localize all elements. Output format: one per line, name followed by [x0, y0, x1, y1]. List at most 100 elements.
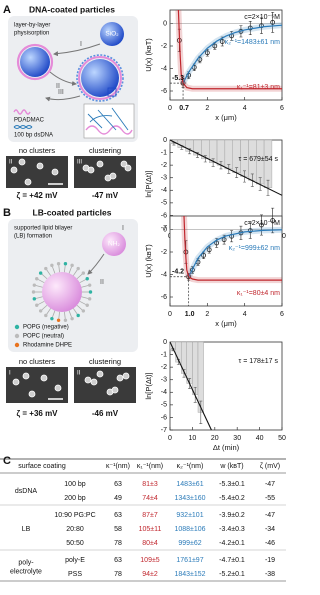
legend-icon — [14, 333, 20, 339]
particle-image — [40, 374, 48, 382]
table-header: surface coating — [18, 463, 66, 470]
kappa2-label: κ₂⁻¹=1483±61 nm — [225, 39, 280, 46]
data-point — [259, 23, 264, 29]
error-bar — [248, 222, 252, 239]
y-tick-label: -7 — [161, 225, 167, 232]
micrograph — [74, 367, 136, 403]
dna-shell — [76, 54, 124, 102]
particle-image — [87, 166, 95, 174]
y-tick-label: -6 — [161, 294, 167, 301]
x-tick-label: 6 — [280, 105, 284, 112]
particle-image — [36, 162, 44, 170]
lipid-tail — [46, 308, 51, 315]
core-particle — [100, 22, 124, 46]
lipid-tail — [35, 296, 43, 299]
x-tick-label: 0 — [168, 435, 172, 442]
table-cell: 999±62 — [178, 540, 201, 547]
table-group: poly- — [18, 559, 34, 566]
particle-image — [28, 390, 36, 398]
zoom-inset — [83, 103, 135, 139]
table-group: electrolyte — [10, 568, 42, 575]
lipid-head — [81, 309, 86, 313]
table-cell: 74±4 — [142, 495, 158, 502]
panel-letter: C — [3, 455, 11, 467]
table-header: κ₁⁻¹(nm) — [137, 463, 163, 470]
panel-b: B LB-coated particles supported lipid bi… — [3, 207, 138, 418]
tau-label: τ = 178±17 s — [239, 358, 279, 365]
lipid-head — [50, 316, 54, 321]
legend-label: Rhodamine DHPE — [23, 343, 72, 349]
lipid-tail — [79, 300, 87, 305]
table-cell: 1843±152 — [174, 571, 205, 578]
coated-particle — [81, 59, 119, 97]
table-cell: -47 — [265, 512, 275, 519]
table-cell: 94±2 — [142, 571, 158, 578]
x-axis-label: x (μm) — [215, 319, 237, 328]
table-cell: 1761±97 — [176, 557, 203, 564]
table-cell: 58 — [114, 526, 122, 533]
legend-icon — [13, 109, 31, 115]
lipid-tail — [46, 269, 51, 276]
table-group: LB — [22, 526, 31, 533]
table-header: κ⁻¹(nm) — [106, 463, 130, 470]
y-tick-label: -6 — [161, 88, 167, 95]
y-tick-label: -1 — [161, 149, 167, 156]
y-tick-label: 0 — [163, 226, 167, 233]
kappa1-label: κ₁⁻¹=81±3 nm — [237, 84, 280, 91]
table-cell: 78 — [114, 540, 122, 547]
step-label: III — [58, 89, 64, 96]
y-axis-label: U(x) (kʙT) — [144, 244, 153, 278]
lipid-tail — [81, 285, 89, 288]
table-cell: -4.2±0.1 — [219, 540, 245, 547]
y-tick-label: -6 — [161, 212, 167, 219]
lipid-tail — [52, 310, 56, 318]
lipid-head — [50, 263, 54, 268]
lipid-tail — [58, 265, 60, 273]
panel-letter: A — [3, 4, 11, 16]
inset-dna — [87, 107, 129, 131]
fit-line — [182, 24, 283, 84]
y-tick-label: -5 — [161, 402, 167, 409]
error-bar — [248, 20, 252, 36]
table-cell: poly-E — [65, 557, 85, 564]
table-cell: 109±5 — [140, 557, 160, 564]
error-bar — [266, 179, 270, 196]
y-tick-label: 0 — [163, 339, 167, 346]
inset-polymer — [85, 125, 133, 135]
table-cell: 1088±106 — [174, 526, 205, 533]
arrow — [49, 71, 77, 86]
y-tick-label: -4 — [161, 187, 167, 194]
lipid-head — [32, 297, 37, 301]
lipid-tail — [64, 265, 66, 273]
micrograph-caption: no clusters — [19, 357, 56, 366]
legend-icon — [14, 342, 20, 348]
table-header: ζ (mV) — [260, 463, 280, 470]
polymer-shell — [16, 43, 54, 81]
table-cell: 10:90 PG:PC — [54, 512, 95, 519]
zoom-region — [107, 87, 117, 97]
x-tick-label: 20 — [211, 435, 219, 442]
error-bar — [271, 207, 275, 234]
table-cell: 1343±160 — [174, 495, 205, 502]
fit-line — [188, 229, 283, 278]
particle-image — [116, 374, 124, 382]
table-cell: 87±7 — [142, 512, 158, 519]
legend-icon — [14, 324, 20, 330]
panel-letter: B — [3, 207, 11, 219]
data-point — [214, 240, 220, 246]
bar — [192, 341, 199, 395]
particle-image — [84, 376, 92, 384]
particle-image — [122, 372, 130, 380]
table-cell: -3.4±0.3 — [219, 526, 245, 533]
step-label: II — [56, 83, 60, 90]
x-tick-label: 0 — [168, 105, 172, 112]
table-cell: 63 — [114, 512, 122, 519]
data-point — [219, 39, 225, 44]
y-tick-label: 0 — [163, 137, 167, 144]
error-bar — [203, 155, 207, 163]
lipid-head — [38, 309, 43, 313]
particle-image — [22, 372, 30, 380]
method-label: layer-by-layer — [14, 23, 50, 29]
data-point — [201, 252, 207, 258]
concentration-label: c=2×10⁻⁵M — [244, 14, 280, 21]
